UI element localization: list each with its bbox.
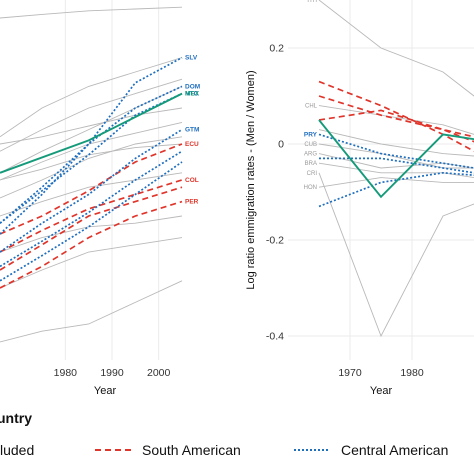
series-line-south-american [318, 95, 474, 143]
series-line-gray [0, 78, 183, 152]
series-line-gray [0, 6, 183, 19]
series-line-south-american [0, 200, 183, 289]
y-axis-title: Log ratio emmigration rates - (Men / Wom… [245, 70, 257, 289]
series-line-gray [0, 121, 183, 181]
legend: untry luded South American Central American [0, 410, 448, 458]
plot-area [288, 0, 474, 360]
y-tick-label: 0 [278, 139, 284, 151]
series-line-central-american [0, 128, 183, 253]
series-line-gray [318, 162, 474, 179]
legend-label: South American [142, 442, 241, 458]
series-line-gray [0, 107, 183, 145]
series-label: ECU [185, 141, 199, 148]
series-label: DOM [185, 83, 200, 90]
x-tick-label: 1970 [338, 367, 362, 379]
legend-label: luded [0, 442, 34, 458]
series-line-central-american [0, 150, 183, 268]
series-line-central-american [0, 161, 183, 282]
series-line-south-american [0, 186, 183, 271]
right-panel: HTI CHL CUB ARG BRA CRI HON PRY 1970 1980 0.2 0 -0.2… [245, 0, 474, 397]
x-axis-title: Year [370, 385, 393, 397]
x-axis-title: Year [94, 385, 117, 397]
series-label: PER [185, 199, 199, 206]
x-tick-label: 1980 [54, 367, 78, 379]
y-tick-label: -0.4 [266, 331, 284, 343]
series-line-gray [0, 136, 183, 199]
series-line-gray [0, 215, 183, 253]
series-line-gray [0, 280, 183, 343]
series-label: PRY [304, 131, 318, 138]
series-line-central-american [318, 133, 474, 169]
series-label: CUB [304, 142, 317, 148]
series-line-gray [0, 85, 183, 174]
y-tick-label: 0.2 [269, 43, 284, 55]
series-line-south-american [0, 179, 183, 253]
series-line-gray [0, 57, 183, 138]
series-label: HON [304, 185, 317, 191]
series-group [318, 0, 474, 338]
series-label: COL [185, 177, 199, 184]
series-label: ARG [304, 152, 317, 158]
series-line-central-american [318, 171, 474, 208]
series-line-gray [318, 177, 474, 188]
series-line-mexico [318, 119, 474, 199]
series-line-south-american [318, 109, 474, 138]
series-line-gray [318, 172, 474, 338]
series-line-mexico [0, 92, 183, 174]
series-label: BRA [305, 161, 317, 167]
series-line-central-american [0, 85, 183, 224]
series-line-gray [318, 0, 474, 97]
series-label: CRI [307, 171, 318, 177]
x-tick-label: 1990 [100, 367, 124, 379]
series-label: SLV [185, 55, 198, 62]
series-line-central-american [319, 157, 474, 174]
series-label: GTM [185, 127, 199, 134]
series-line-gray [0, 237, 183, 289]
series-line-gray [0, 172, 183, 217]
y-tick-label: -0.2 [266, 235, 284, 247]
series-line-central-american [0, 56, 183, 235]
x-tick-label: 1980 [400, 367, 424, 379]
series-label: MEX [185, 91, 200, 98]
series-line-gray [318, 129, 474, 157]
series-line-gray [318, 143, 474, 169]
series-line-south-american [0, 143, 183, 235]
legend-label: Central American [341, 442, 448, 458]
plot-area [0, 0, 210, 360]
x-tick-label: 2000 [147, 367, 171, 379]
series-label: HTC [185, 91, 199, 98]
series-label: HTI [307, 0, 317, 4]
series-line-central-american [0, 92, 183, 224]
series-label: CHL [305, 104, 318, 110]
legend-title: untry [0, 410, 32, 426]
series-group [0, 6, 183, 343]
